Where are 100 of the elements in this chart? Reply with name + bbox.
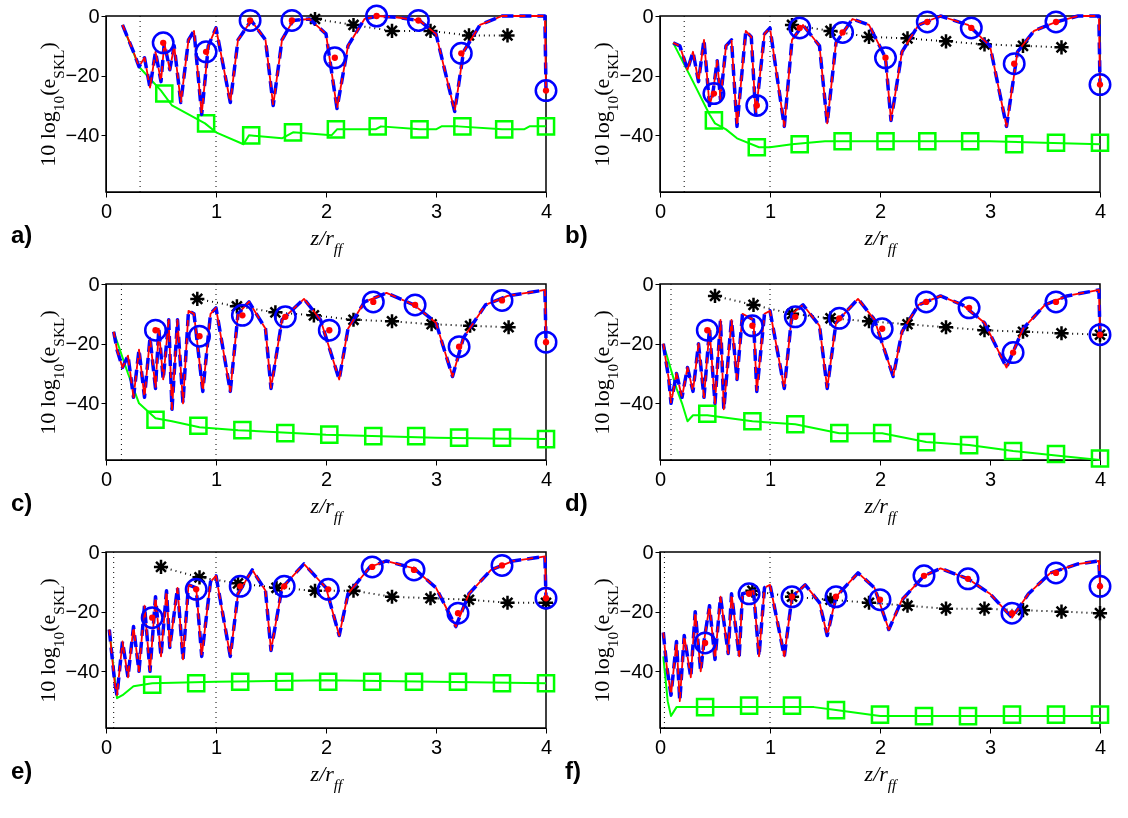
point bbox=[499, 594, 516, 612]
point bbox=[788, 16, 812, 40]
x-tick-label: 3 bbox=[430, 467, 443, 490]
point bbox=[383, 312, 401, 330]
point bbox=[1002, 705, 1022, 724]
point bbox=[827, 306, 851, 330]
point bbox=[957, 296, 981, 320]
y-tick-label: 0 bbox=[642, 272, 654, 295]
point bbox=[824, 585, 848, 609]
point bbox=[534, 586, 558, 610]
point bbox=[1044, 290, 1068, 314]
point bbox=[1003, 441, 1023, 461]
point bbox=[233, 420, 252, 440]
point bbox=[316, 577, 340, 601]
point bbox=[361, 290, 385, 314]
point bbox=[283, 123, 303, 142]
text: b) bbox=[565, 221, 588, 248]
point bbox=[230, 303, 254, 327]
point bbox=[318, 672, 338, 692]
point bbox=[492, 673, 512, 693]
point bbox=[915, 10, 939, 34]
x-tick-label: 2 bbox=[874, 735, 887, 758]
point bbox=[739, 696, 759, 715]
point bbox=[790, 134, 810, 154]
point bbox=[152, 558, 170, 576]
point bbox=[693, 631, 717, 655]
point bbox=[383, 588, 401, 606]
x-tick-label: 4 bbox=[1094, 735, 1107, 758]
point bbox=[1044, 10, 1068, 34]
text: a) bbox=[11, 221, 33, 248]
point bbox=[196, 114, 216, 133]
x-tick-label: 3 bbox=[984, 735, 997, 758]
point bbox=[536, 117, 556, 136]
point bbox=[151, 31, 175, 55]
point bbox=[870, 317, 894, 341]
point bbox=[534, 330, 558, 354]
y-tick-label: 0 bbox=[642, 4, 654, 27]
point bbox=[912, 564, 936, 588]
point bbox=[492, 428, 512, 447]
point bbox=[345, 16, 362, 34]
x-tick-label: 3 bbox=[430, 199, 443, 222]
point bbox=[449, 41, 473, 65]
point bbox=[154, 84, 174, 103]
point bbox=[1002, 52, 1026, 76]
point bbox=[1000, 601, 1024, 625]
point bbox=[783, 305, 807, 329]
y-tick-label: −20 bbox=[65, 332, 100, 355]
point bbox=[1053, 603, 1070, 620]
y-tick-label: 0 bbox=[88, 4, 100, 27]
point bbox=[872, 423, 892, 443]
point bbox=[874, 46, 897, 70]
x-tick-label: 2 bbox=[874, 199, 887, 222]
point bbox=[1046, 444, 1066, 464]
y-tick-label: −40 bbox=[619, 123, 654, 146]
x-tick-label: 4 bbox=[540, 467, 553, 490]
point bbox=[914, 290, 938, 314]
x-tick-label: 1 bbox=[764, 199, 777, 222]
point bbox=[447, 335, 471, 359]
point bbox=[937, 318, 955, 336]
point bbox=[142, 675, 162, 695]
point bbox=[362, 672, 382, 692]
x-tick-label: 2 bbox=[874, 467, 887, 490]
point bbox=[704, 111, 724, 130]
point bbox=[402, 558, 426, 582]
point bbox=[410, 120, 429, 139]
point bbox=[446, 601, 470, 625]
point bbox=[186, 673, 206, 693]
point bbox=[1090, 705, 1110, 724]
point bbox=[228, 574, 252, 598]
point bbox=[404, 672, 424, 692]
point bbox=[1046, 133, 1066, 153]
point bbox=[536, 429, 556, 449]
point bbox=[937, 33, 955, 50]
point bbox=[956, 567, 980, 591]
point bbox=[959, 435, 979, 455]
point bbox=[194, 40, 218, 64]
point bbox=[706, 287, 724, 305]
point bbox=[743, 411, 762, 431]
point bbox=[144, 318, 167, 342]
point bbox=[740, 314, 764, 338]
x-tick-label: 1 bbox=[764, 735, 777, 758]
point bbox=[490, 553, 514, 577]
point bbox=[453, 117, 472, 136]
text: c) bbox=[11, 489, 33, 516]
point bbox=[1001, 341, 1025, 365]
point bbox=[188, 290, 206, 308]
point bbox=[737, 582, 761, 606]
y-tick-label: −40 bbox=[65, 659, 100, 682]
y-tick-label: −40 bbox=[65, 123, 100, 146]
point bbox=[899, 597, 916, 615]
point bbox=[140, 606, 164, 630]
point bbox=[1053, 39, 1070, 56]
point bbox=[829, 423, 849, 443]
point bbox=[914, 706, 934, 726]
point bbox=[960, 131, 980, 151]
point bbox=[406, 426, 426, 446]
point bbox=[406, 9, 430, 32]
point bbox=[534, 79, 558, 103]
y-tick-label: −20 bbox=[65, 64, 100, 87]
point bbox=[403, 293, 427, 317]
